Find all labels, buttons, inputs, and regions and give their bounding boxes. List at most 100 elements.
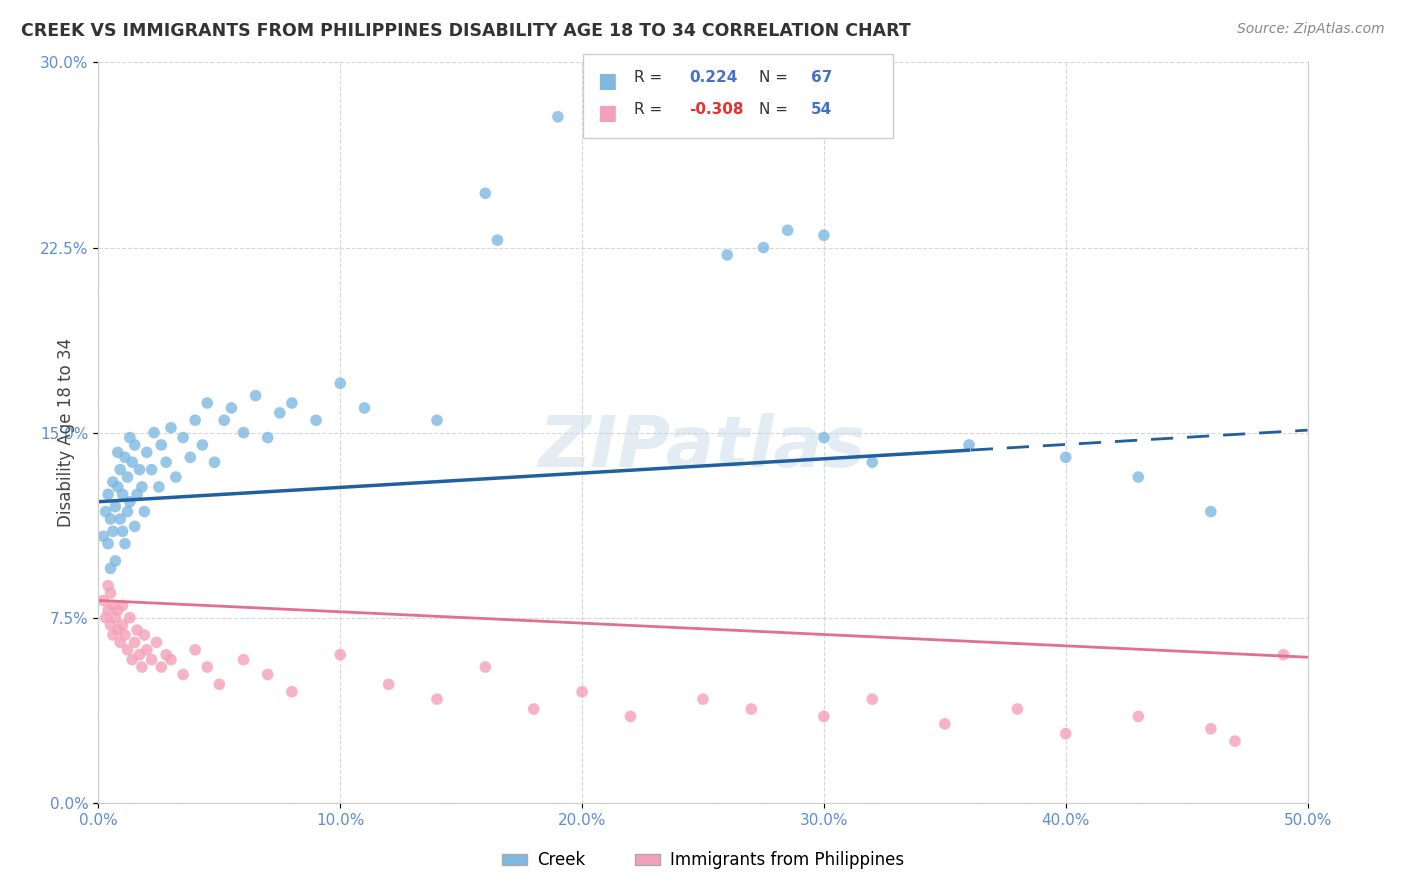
Point [117,505,139,519]
Text: ZIPatlas: ZIPatlas [540,413,866,482]
Point [813,431,835,445]
Point [111,487,134,501]
Point [232,653,254,667]
Point [474,186,496,201]
Point [127,623,149,637]
Point [172,667,194,681]
Point [1128,709,1150,723]
Point [131,480,153,494]
Text: 54: 54 [811,102,832,117]
Point [118,431,141,445]
Point [776,223,799,237]
Point [107,480,129,494]
Point [305,413,328,427]
Point [1007,702,1029,716]
Point [195,396,218,410]
Text: CREEK VS IMMIGRANTS FROM PHILIPPINES DISABILITY AGE 18 TO 34 CORRELATION CHART: CREEK VS IMMIGRANTS FROM PHILIPPINES DIS… [21,22,911,40]
Point [195,660,218,674]
Point [245,388,267,402]
Point [117,470,139,484]
Point [740,702,762,716]
Point [91,593,114,607]
Point [172,431,194,445]
Point [232,425,254,440]
Point [135,445,157,459]
Point [100,512,122,526]
Point [114,450,136,465]
Point [1223,734,1246,748]
Point [100,618,122,632]
Point [128,462,150,476]
Point [91,529,114,543]
Point [143,425,166,440]
Point [117,642,139,657]
Point [212,413,235,427]
Point [104,500,127,514]
Point [269,406,291,420]
Point [329,376,352,391]
Point [101,475,124,489]
Point [124,635,146,649]
Point [121,653,143,667]
Point [155,455,177,469]
Point [101,628,124,642]
Point [1272,648,1295,662]
Text: Source: ZipAtlas.com: Source: ZipAtlas.com [1237,22,1385,37]
Point [111,618,134,632]
Text: 0.224: 0.224 [689,70,737,85]
Point [128,648,150,662]
Legend: Creek, Immigrants from Philippines: Creek, Immigrants from Philippines [495,845,911,876]
Point [111,599,134,613]
Point [108,462,131,476]
Point [523,702,546,716]
Point [619,709,641,723]
Point [426,692,449,706]
Point [118,610,141,624]
Point [131,660,153,674]
Point [571,685,593,699]
Point [118,494,141,508]
Point [134,505,156,519]
Point [486,233,509,247]
Point [165,470,187,484]
Point [135,642,157,657]
Point [145,635,167,649]
Point [813,709,835,723]
Text: N =: N = [759,102,793,117]
Point [1128,470,1150,484]
Point [100,561,122,575]
Point [184,642,207,657]
Point [108,512,131,526]
Point [1054,450,1077,465]
Point [101,524,124,539]
Point [547,110,569,124]
Text: R =: R = [634,102,668,117]
Point [256,431,278,445]
Point [150,438,173,452]
Point [204,455,226,469]
Point [860,455,883,469]
Point [281,685,304,699]
Point [107,603,129,617]
Point [121,455,143,469]
Point [1054,727,1077,741]
Point [377,677,399,691]
Point [184,413,207,427]
Point [114,536,136,550]
Text: 67: 67 [811,70,832,85]
Point [108,635,131,649]
Point [191,438,214,452]
Point [127,487,149,501]
Text: N =: N = [759,70,793,85]
Point [221,401,243,415]
Point [1199,505,1222,519]
Point [353,401,375,415]
Point [179,450,201,465]
Text: ■: ■ [598,71,617,91]
Point [148,480,170,494]
Point [716,248,738,262]
Point [97,536,120,550]
Point [474,660,496,674]
Point [752,240,775,255]
Point [141,462,163,476]
